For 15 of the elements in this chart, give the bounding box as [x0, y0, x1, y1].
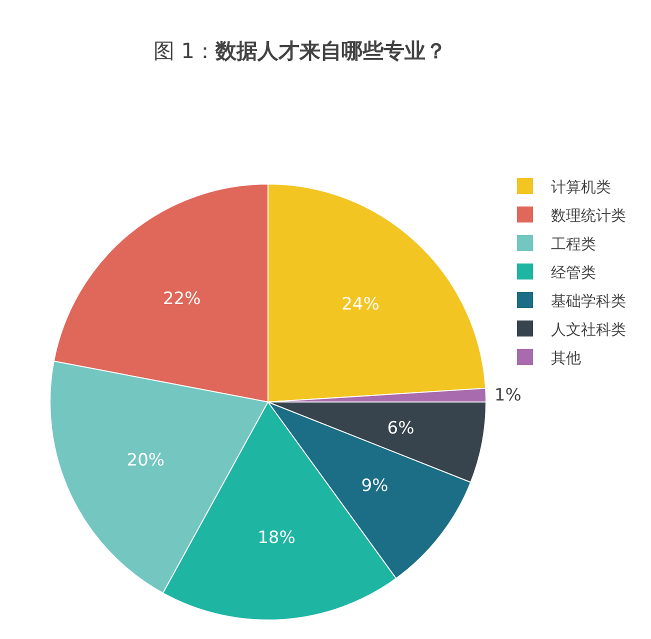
data-label: 20%	[126, 450, 165, 471]
legend-label: 其他	[551, 349, 581, 367]
data-label: 6%	[387, 418, 414, 438]
legend-label: 基础学科类	[551, 292, 626, 310]
legend-label: 人文社科类	[551, 320, 626, 338]
chart-title: 图 1：数据人才来自哪些专业？	[153, 39, 447, 63]
legend-label: 工程类	[551, 235, 596, 253]
data-label: 24%	[342, 294, 380, 314]
data-label: 1%	[494, 385, 522, 406]
data-label: 22%	[162, 288, 201, 309]
legend-label: 计算机类	[551, 178, 611, 196]
legend-label: 经管类	[551, 264, 596, 282]
data-label: 18%	[258, 528, 296, 548]
legend-label: 数理统计类	[551, 206, 626, 224]
data-label: 9%	[361, 476, 388, 496]
